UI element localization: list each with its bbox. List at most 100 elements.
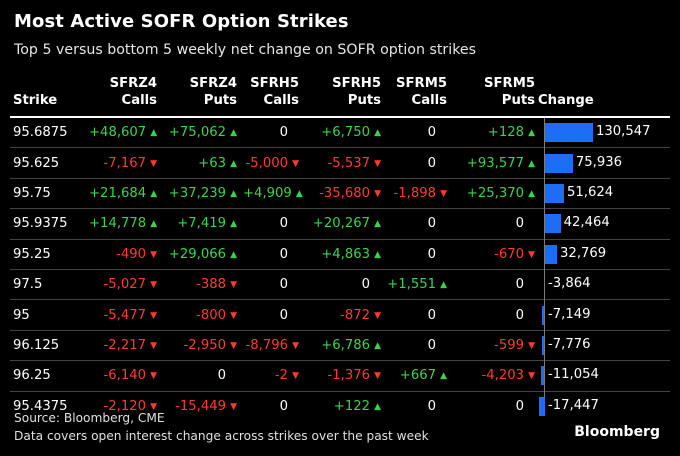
value-cell-sfrm5-puts: +128 ▲ <box>450 117 538 149</box>
value-cell-sfrh5-puts: +4,863 ▲ <box>302 239 384 270</box>
change-cell: 42,464 <box>538 208 670 240</box>
value-cell-sfrm5-puts: +93,577 ▲ <box>450 147 538 179</box>
column-header-line1 <box>13 75 83 92</box>
table-row: 95.25 -490 ▼ +29,066 ▲ 0 +4,863 ▲ 0 -670 ▼ 32,769 <box>10 239 670 270</box>
cell-value: +14,778 <box>89 216 147 232</box>
change-value-label: -7,149 <box>548 306 591 322</box>
footer-notes: Source: Bloomberg, CME Data covers open … <box>14 409 429 445</box>
value-cell-sfrz4-puts: -800 ▼ <box>160 299 240 331</box>
value-cell-sfrh5-puts: 0 <box>302 269 384 301</box>
cell-value: 0 <box>279 216 288 232</box>
source-note: Source: Bloomberg, CME <box>14 411 165 425</box>
down-arrow-icon: ▼ <box>230 401 237 412</box>
column-header-line2: Puts <box>501 93 535 108</box>
up-arrow-icon: ▲ <box>528 128 535 139</box>
cell-value: -2,950 <box>183 337 226 353</box>
strike-cell: 96.25 <box>10 360 86 392</box>
cell-value: +75,062 <box>168 125 226 141</box>
value-cell-sfrz4-calls: -5,027 ▼ <box>86 269 160 301</box>
change-bar <box>545 214 561 234</box>
cell-value: -670 <box>494 246 524 262</box>
cell-value: +7,419 <box>177 216 226 232</box>
change-bar <box>538 396 545 416</box>
column-header-line2: Change <box>538 93 594 108</box>
cell-value: 0 <box>217 368 226 384</box>
cell-value: -2,120 <box>103 398 146 414</box>
cell-value: 0 <box>279 125 288 141</box>
down-arrow-icon: ▼ <box>230 340 237 351</box>
cell-value: +21,684 <box>89 185 147 201</box>
cell-value: 0 <box>279 246 288 262</box>
cell-value: -6,140 <box>103 368 146 384</box>
table-row: 95.6875 +48,607 ▲ +75,062 ▲ 0 +6,750 ▲ 0 +128 ▲ 130… <box>10 117 670 149</box>
change-value-label: -7,776 <box>548 336 591 352</box>
column-header-line1: SFRM5 <box>484 76 535 91</box>
change-bar <box>545 153 573 173</box>
cell-value: 0 <box>427 125 436 141</box>
cell-value: -490 <box>116 246 146 262</box>
cell-value: 0 <box>515 216 524 232</box>
change-cell: 32,769 <box>538 239 670 270</box>
down-arrow-icon: ▼ <box>528 340 535 351</box>
coverage-note: Data covers open interest change across … <box>14 429 429 443</box>
up-arrow-icon: ▲ <box>230 219 237 230</box>
cell-value: -800 <box>196 307 226 323</box>
column-header-line1: SFRZ4 <box>109 76 157 91</box>
change-bar <box>542 335 545 355</box>
cell-value: -388 <box>196 277 226 293</box>
cell-value: 0 <box>279 398 288 414</box>
value-cell-sfrz4-calls: -2,120 ▼ <box>86 391 160 421</box>
cell-value: 0 <box>515 277 524 293</box>
cell-value: +37,239 <box>168 185 226 201</box>
down-arrow-icon: ▼ <box>150 401 157 412</box>
cell-value: -2,217 <box>103 337 146 353</box>
value-cell-sfrm5-calls: 0 <box>384 391 450 421</box>
change-value-label: 42,464 <box>563 215 610 231</box>
cell-value: +6,786 <box>321 337 370 353</box>
column-header-sfrh5-calls: SFRH5 Calls <box>240 74 302 118</box>
value-cell-sfrh5-calls: -5,000 ▼ <box>240 147 302 179</box>
value-cell-sfrh5-calls: 0 <box>240 239 302 270</box>
value-cell-sfrm5-puts: 0 <box>450 391 538 421</box>
value-cell-sfrz4-calls: +14,778 ▲ <box>86 208 160 240</box>
cell-value: +48,607 <box>89 125 147 141</box>
cell-value: +122 <box>333 398 370 414</box>
value-cell-sfrh5-puts: -1,376 ▼ <box>302 360 384 392</box>
value-cell-sfrz4-calls: -2,217 ▼ <box>86 330 160 362</box>
cell-value: -5,477 <box>103 307 146 323</box>
up-arrow-icon: ▲ <box>528 188 535 199</box>
down-arrow-icon: ▼ <box>292 371 299 382</box>
column-header-line1: SFRM5 <box>396 76 447 91</box>
down-arrow-icon: ▼ <box>292 340 299 351</box>
down-arrow-icon: ▼ <box>150 280 157 291</box>
change-cell: 51,624 <box>538 178 670 210</box>
value-cell-sfrm5-puts: -599 ▼ <box>450 330 538 362</box>
cell-value: -8,796 <box>245 337 288 353</box>
cell-value: -5,000 <box>245 155 288 171</box>
column-header-line2: Calls <box>121 93 157 108</box>
column-header-sfrz4-puts: SFRZ4 Puts <box>160 74 240 118</box>
value-cell-sfrz4-calls: +48,607 ▲ <box>86 117 160 149</box>
value-cell-sfrh5-calls: -2 ▼ <box>240 360 302 392</box>
value-cell-sfrh5-puts: +6,786 ▲ <box>302 330 384 362</box>
change-value-label: 75,936 <box>575 154 623 170</box>
column-header-sfrh5-puts: SFRH5 Puts <box>302 74 384 118</box>
value-cell-sfrz4-calls: -6,140 ▼ <box>86 360 160 392</box>
value-cell-sfrh5-calls: 0 <box>240 208 302 240</box>
down-arrow-icon: ▼ <box>528 371 535 382</box>
table-row: 95.4375 -2,120 ▼ -15,449 ▼ 0 +122 ▲ 0 0 -17,447 <box>10 391 670 421</box>
column-header-line2: Strike <box>13 93 58 108</box>
up-arrow-icon: ▲ <box>374 340 381 351</box>
column-header-line1: SFRH5 <box>332 76 381 91</box>
value-cell-sfrz4-puts: +29,066 ▲ <box>160 239 240 270</box>
table-body: 95.6875 +48,607 ▲ +75,062 ▲ 0 +6,750 ▲ 0 +128 ▲ 130… <box>10 117 670 421</box>
strike-cell: 95.625 <box>10 147 86 179</box>
value-cell-sfrh5-puts: -872 ▼ <box>302 299 384 331</box>
down-arrow-icon: ▼ <box>150 249 157 260</box>
table-row: 96.25 -6,140 ▼ 0 -2 ▼ -1,376 ▼ +667 ▲ -4,203 ▼ -11,0… <box>10 360 670 392</box>
column-header-sfrz4-calls: SFRZ4 Calls <box>86 74 160 118</box>
value-cell-sfrh5-puts: -35,680 ▼ <box>302 178 384 210</box>
column-header-line2: Puts <box>347 93 381 108</box>
down-arrow-icon: ▼ <box>374 188 381 199</box>
change-cell: -3,864 <box>538 269 670 301</box>
